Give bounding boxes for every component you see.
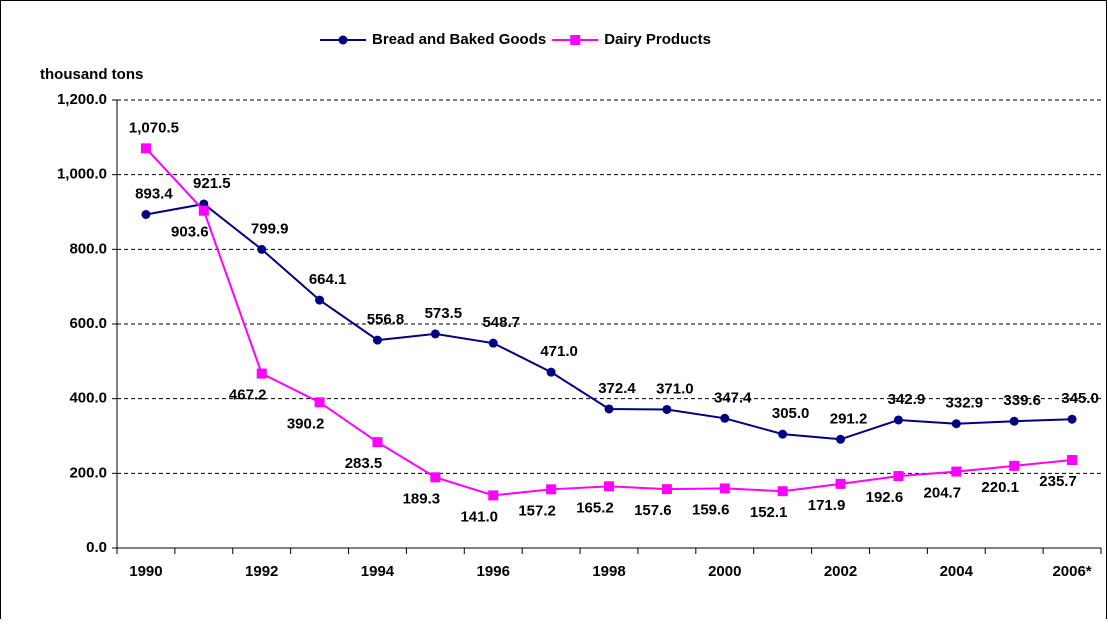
point (720, 413, 730, 423)
point (951, 419, 961, 429)
data-label: 467.2 (229, 387, 267, 404)
point (140, 143, 151, 154)
x-tick-label: 1994 (361, 563, 395, 580)
data-label: 371.0 (656, 380, 694, 397)
data-label: 204.7 (924, 485, 962, 502)
y-tick-label: 1,000.0 (57, 166, 107, 183)
data-label: 903.6 (171, 224, 209, 241)
point (893, 415, 903, 425)
data-label: 390.2 (287, 415, 325, 432)
point (546, 367, 556, 377)
data-label: 192.6 (866, 489, 904, 506)
point (835, 478, 846, 489)
data-label: 921.5 (193, 175, 231, 192)
x-tick-label: 2006* (1052, 563, 1091, 580)
data-label: 152.1 (750, 504, 788, 521)
x-tick-label: 2004 (940, 563, 974, 580)
point (719, 483, 730, 494)
data-label: 157.6 (634, 502, 672, 519)
data-label: 159.6 (692, 501, 730, 518)
point (372, 437, 383, 448)
series-line (145, 202, 1073, 441)
point (661, 484, 672, 495)
point (1067, 414, 1077, 424)
legend-label: Dairy Products (604, 31, 711, 48)
data-label: 339.6 (1003, 392, 1041, 409)
x-tick-label: 1996 (477, 563, 510, 580)
point (604, 481, 614, 492)
y-tick-label: 1,200.0 (57, 91, 107, 108)
data-label: 171.9 (808, 497, 846, 514)
data-label: 189.3 (403, 490, 441, 507)
point (951, 466, 962, 477)
data-label: 471.0 (540, 343, 578, 360)
data-label: 548.7 (482, 314, 520, 331)
data-label: 291.2 (830, 410, 868, 427)
point (604, 404, 614, 414)
x-tick-label: 2000 (708, 563, 741, 580)
y-tick-label: 800.0 (69, 240, 107, 257)
point (778, 429, 788, 439)
series-line (145, 147, 1073, 497)
point (372, 335, 382, 345)
data-label: 372.4 (598, 380, 636, 397)
point (198, 205, 209, 216)
data-label: 799.9 (251, 220, 289, 237)
data-label: 342.9 (888, 391, 926, 408)
point (256, 368, 267, 379)
data-label: 220.1 (981, 479, 1019, 496)
data-label: 235.7 (1039, 473, 1077, 490)
legend-marker (338, 35, 348, 45)
point (1009, 416, 1019, 426)
point (257, 244, 267, 254)
point (488, 338, 498, 348)
data-label: 893.4 (135, 185, 173, 202)
y-tick-label: 600.0 (69, 315, 107, 332)
point (836, 434, 846, 444)
x-tick-label: 1992 (245, 563, 278, 580)
point (488, 490, 499, 501)
y-axis-label: thousand tons (40, 66, 143, 83)
data-label: 283.5 (345, 455, 383, 472)
point (315, 295, 325, 305)
data-label: 332.9 (946, 395, 984, 412)
point (430, 329, 440, 339)
data-label: 165.2 (576, 499, 614, 516)
data-label: 347.4 (714, 389, 752, 406)
y-tick-label: 0.0 (86, 539, 107, 556)
data-label: 345.0 (1061, 390, 1099, 407)
y-tick-label: 400.0 (69, 390, 107, 407)
y-tick-label: 200.0 (69, 464, 107, 481)
point (777, 486, 788, 497)
point (893, 471, 904, 482)
data-label: 573.5 (425, 305, 463, 322)
point (1009, 460, 1020, 471)
data-label: 664.1 (309, 271, 347, 288)
point (141, 209, 151, 219)
point (546, 484, 557, 495)
data-label: 141.0 (460, 508, 498, 525)
data-label: 157.2 (518, 502, 556, 519)
x-tick-label: 2002 (824, 563, 857, 580)
x-tick-label: 1990 (129, 563, 162, 580)
point (1067, 455, 1078, 466)
data-label: 556.8 (367, 311, 405, 328)
x-tick-label: 1998 (592, 563, 625, 580)
legend-label: Bread and Baked Goods (372, 31, 546, 48)
legend-marker (570, 35, 581, 45)
data-label: 1,070.5 (129, 119, 179, 136)
point (430, 472, 441, 483)
point (314, 397, 325, 408)
data-label: 305.0 (772, 405, 810, 422)
point (662, 404, 672, 414)
